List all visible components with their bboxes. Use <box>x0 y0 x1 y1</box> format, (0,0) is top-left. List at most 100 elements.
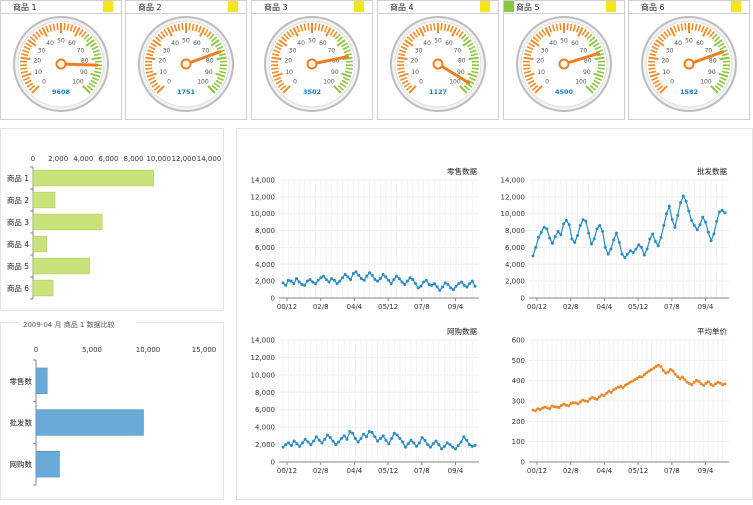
y-tick-label: 400 <box>512 377 525 385</box>
x-tick-label: 2,000 <box>48 155 68 163</box>
gauge-hub <box>685 60 694 69</box>
gauge-tick <box>346 68 353 69</box>
data-point <box>446 283 449 286</box>
y-tick-label: 8,000 <box>255 389 275 397</box>
y-tick-label: 12,000 <box>251 193 276 201</box>
data-point <box>690 383 693 386</box>
data-point <box>554 235 557 238</box>
data-point <box>346 438 349 441</box>
data-point <box>298 445 301 448</box>
data-point <box>460 280 463 283</box>
data-point <box>676 214 679 217</box>
data-point <box>338 280 341 283</box>
data-point <box>323 438 326 441</box>
gauge-tick-label: 40 <box>171 40 179 47</box>
x-tick-label: 00/12 <box>527 303 547 311</box>
data-point <box>290 444 293 447</box>
data-point <box>414 282 417 285</box>
gauge-tick-label: 20 <box>284 58 292 65</box>
y-tick-label: 4,000 <box>255 261 275 269</box>
data-point <box>309 278 312 281</box>
data-point <box>357 274 360 277</box>
data-point <box>311 280 314 283</box>
data-point <box>557 230 560 233</box>
data-point <box>362 433 365 436</box>
data-point <box>409 276 412 279</box>
data-point <box>471 445 474 448</box>
data-point <box>365 275 368 278</box>
data-point <box>371 274 374 277</box>
y-tick-label: 12,000 <box>251 354 276 362</box>
data-point <box>303 284 306 287</box>
data-point <box>406 280 409 283</box>
bar <box>33 236 47 252</box>
data-point <box>596 398 599 401</box>
gauge-status-flag-right <box>103 1 113 12</box>
chart-title: 批发数据 <box>697 167 727 176</box>
data-point <box>596 227 599 230</box>
data-point <box>468 282 471 285</box>
category-label: 商品 2 <box>7 195 29 205</box>
x-tick-label: 04/4 <box>347 467 363 475</box>
y-tick-label: 6,000 <box>255 406 275 414</box>
data-point <box>537 236 540 239</box>
data-point <box>471 280 474 283</box>
gauge-tick-label: 0 <box>293 78 297 85</box>
category-label: 商品 1 <box>7 173 29 183</box>
data-point <box>587 232 590 235</box>
x-tick-label: 04/4 <box>347 303 363 311</box>
gauge-tick <box>434 23 435 30</box>
gauge-hub <box>308 60 317 69</box>
x-tick-label: 05/12 <box>378 303 398 311</box>
gauge-tick <box>685 23 686 30</box>
gauge-tick-label: 60 <box>68 40 76 47</box>
gauge-tick-label: 40 <box>549 40 557 47</box>
data-point <box>355 270 358 273</box>
data-point <box>437 443 440 446</box>
gauge-value: 4500 <box>555 88 574 96</box>
data-point <box>565 219 568 222</box>
data-point <box>318 439 321 442</box>
gauge-tick <box>523 68 530 69</box>
gauge-status-flag-left <box>629 1 639 12</box>
x-tick-label: 05/12 <box>378 467 398 475</box>
data-point <box>407 442 410 445</box>
online-line-chart: 网购数据02,0004,0006,0008,00010,00012,00014,… <box>247 327 483 487</box>
gauge-tick-label: 70 <box>580 47 588 54</box>
gauge-tick-label: 30 <box>415 47 423 54</box>
gauge-tick-label: 0 <box>670 78 674 85</box>
data-point <box>454 447 457 450</box>
y-tick-label: 10,000 <box>501 210 526 218</box>
data-point <box>306 280 309 283</box>
data-point <box>579 224 582 227</box>
data-point <box>351 432 354 435</box>
x-tick-label: 6,000 <box>98 155 118 163</box>
data-point <box>662 369 665 372</box>
category-label: 商品 5 <box>7 261 29 271</box>
data-point <box>284 443 287 446</box>
gauge-status-flag-left <box>126 1 136 12</box>
data-point <box>604 246 607 249</box>
y-tick-label: 4,000 <box>505 261 525 269</box>
data-point <box>443 445 446 448</box>
gauge-status-flag-left <box>1 1 11 12</box>
gauge-tick-label: 60 <box>696 40 704 47</box>
x-tick-label: 02/8 <box>563 303 579 311</box>
x-tick-label: 02/8 <box>313 303 329 311</box>
x-tick-label: 00/12 <box>527 467 547 475</box>
data-point <box>340 437 343 440</box>
data-point <box>551 242 554 245</box>
wholesale-line-chart: 批发数据02,0004,0006,0008,00010,00012,00014,… <box>497 167 733 347</box>
data-point <box>540 231 543 234</box>
data-point <box>322 275 325 278</box>
gauge-tick <box>308 23 309 30</box>
data-point <box>384 439 387 442</box>
gauge-tick-label: 50 <box>182 38 190 45</box>
data-point <box>598 395 601 398</box>
data-point <box>685 200 688 203</box>
data-point <box>314 282 317 285</box>
data-point <box>398 437 401 440</box>
